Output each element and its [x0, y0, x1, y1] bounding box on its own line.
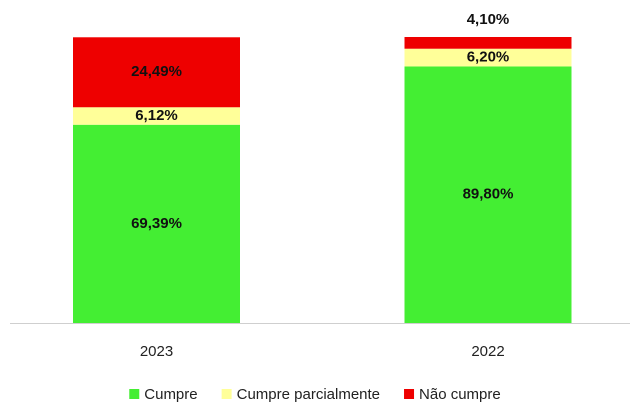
bar-segment: [73, 124, 240, 323]
legend-swatch: [221, 389, 232, 399]
value-label: 6,12%: [135, 107, 178, 124]
legend-swatch: [404, 389, 415, 399]
value-label: 69,39%: [131, 215, 182, 232]
legend-label: Cumpre parcialmente: [237, 386, 380, 403]
value-label: 24,49%: [131, 63, 182, 80]
bar-segment: [404, 37, 572, 49]
x-tick-label: 2022: [471, 343, 504, 360]
bar-segment: [404, 48, 572, 67]
legend-label: Não cumpre: [419, 386, 501, 403]
value-label: 4,10%: [467, 11, 510, 28]
legend-label: Cumpre: [144, 386, 197, 403]
bar-segment: [73, 37, 240, 108]
bar-segment: [73, 107, 240, 125]
x-tick-label: 2023: [140, 343, 173, 360]
bar-segment: [404, 66, 572, 323]
legend-swatch: [129, 389, 140, 399]
value-label: 89,80%: [463, 186, 514, 203]
value-label: 6,20%: [467, 49, 510, 66]
